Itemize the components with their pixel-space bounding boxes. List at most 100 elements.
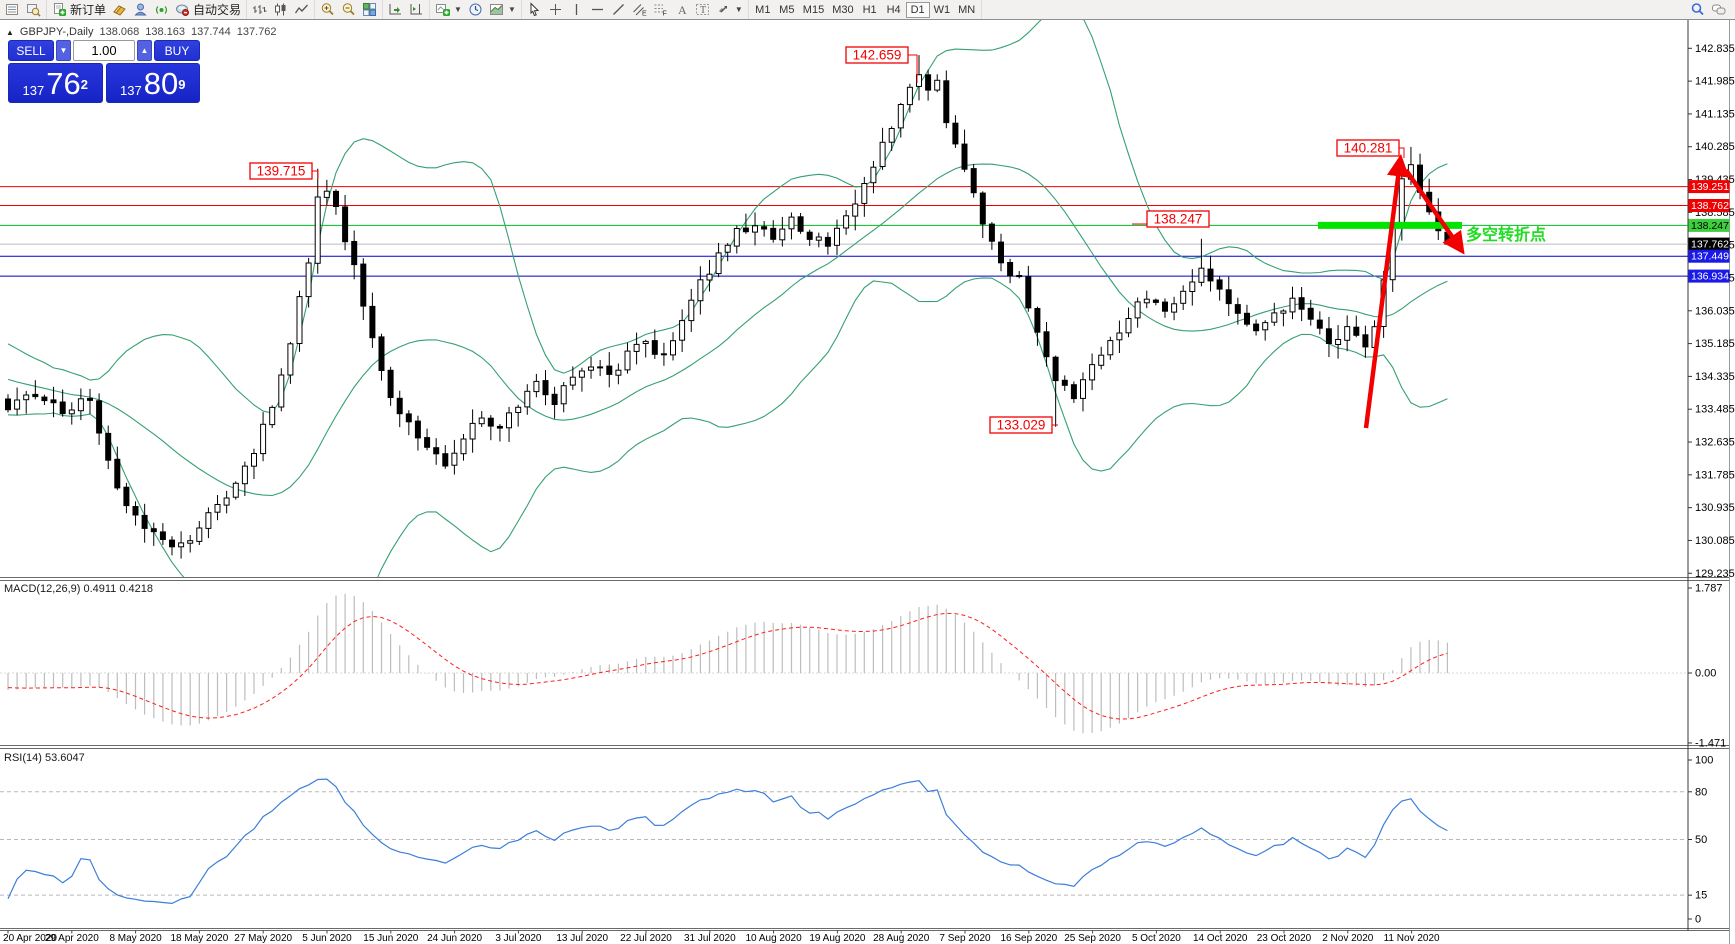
sell-button[interactable]: SELL (8, 40, 54, 61)
svg-text:25 Sep 2020: 25 Sep 2020 (1064, 933, 1121, 944)
community-icon (133, 2, 148, 17)
rsi-axis: 100 80 50 15 0 (0, 755, 1713, 926)
red-trend-arrow-1 (1363, 153, 1410, 429)
volume-input[interactable] (73, 40, 135, 61)
history-center-button[interactable] (109, 1, 130, 18)
equidistant-channel-button[interactable]: E (629, 1, 650, 18)
svg-text:142.659: 142.659 (853, 48, 902, 63)
svg-text:100: 100 (1695, 755, 1713, 767)
timeframe-h4-button[interactable]: H4 (882, 2, 906, 18)
sell-price-tile[interactable]: 137 76 2 (8, 63, 103, 103)
chat-button[interactable] (1708, 1, 1729, 18)
price-label-box (249, 162, 313, 180)
zoom-out-icon (341, 2, 356, 17)
toolbar-group-right (1685, 0, 1735, 19)
cursor-icon (527, 2, 542, 17)
toolbar-group-panels (0, 0, 47, 19)
community-button[interactable] (130, 1, 151, 18)
crosshair-button[interactable] (545, 1, 566, 18)
quote-low: 137.744 (191, 26, 231, 38)
svg-text:11 Nov 2020: 11 Nov 2020 (1384, 933, 1440, 944)
buy-button[interactable]: BUY (154, 40, 200, 61)
chart-preview-icon (26, 2, 41, 17)
svg-text:135.185: 135.185 (1695, 338, 1735, 350)
horizontal-line-button[interactable] (587, 1, 608, 18)
text-button[interactable]: A (671, 1, 692, 18)
chart-shift-icon (409, 2, 424, 17)
svg-text:136.035: 136.035 (1695, 305, 1735, 317)
chat-icon (1711, 2, 1726, 17)
volume-decrease-button[interactable]: ▼ (56, 40, 71, 61)
svg-text:16 Sep 2020: 16 Sep 2020 (1000, 933, 1057, 944)
price-label-box (845, 46, 909, 64)
svg-text:28 Aug 2020: 28 Aug 2020 (873, 933, 930, 944)
quote-close: 137.762 (236, 26, 277, 38)
autotrading-icon (175, 2, 190, 17)
timeframe-m1-button[interactable]: M1 (751, 2, 775, 18)
timeframe-d1-button[interactable]: D1 (905, 1, 930, 18)
market-watch-button[interactable] (2, 1, 23, 18)
macd-indicator (0, 593, 1688, 734)
timeframe-h1-button[interactable]: H1 (858, 2, 882, 18)
svg-text:130.935: 130.935 (1695, 502, 1735, 514)
svg-text:F: F (662, 11, 666, 18)
chart-canvas[interactable]: 142.835 141.985 141.135 140.285 139.435 138.5… (0, 20, 1735, 944)
svg-text:10 Aug 2020: 10 Aug 2020 (746, 933, 803, 944)
cursor-button[interactable] (524, 1, 545, 18)
svg-text:5 Oct 2020: 5 Oct 2020 (1132, 933, 1181, 944)
signals-button[interactable] (151, 1, 172, 18)
svg-text:8 May 2020: 8 May 2020 (109, 933, 162, 944)
arrow-objects-icon (716, 2, 731, 17)
zoom-out-button[interactable] (338, 1, 359, 18)
svg-text:130.085: 130.085 (1695, 535, 1735, 547)
toolbar-group-chart-types (247, 0, 316, 19)
timeframe-m30-button[interactable]: M30 (828, 2, 857, 18)
vertical-line-button[interactable] (566, 1, 587, 18)
auto-scroll-button[interactable] (385, 1, 406, 18)
timeframe-mn-button[interactable]: MN (954, 2, 979, 18)
chart-template-button[interactable]: ▼ (486, 1, 519, 18)
svg-text:7 Sep 2020: 7 Sep 2020 (939, 933, 991, 944)
zoom-in-button[interactable] (317, 1, 338, 18)
candle-chart-icon (273, 2, 288, 17)
fibonacci-icon: F (653, 2, 668, 17)
chevron-down-icon: ▼ (454, 5, 462, 14)
svg-text:14 Oct 2020: 14 Oct 2020 (1193, 933, 1248, 944)
horizontal-line-icon (590, 2, 605, 17)
chevron-down-icon: ▼ (734, 5, 743, 14)
bar-chart-button[interactable] (249, 1, 270, 18)
period-clock-button[interactable] (465, 1, 486, 18)
buy-price-prefix: 137 (120, 83, 142, 98)
svg-text:0: 0 (1695, 914, 1701, 926)
tile-windows-button[interactable] (359, 1, 380, 18)
arrow-objects-button[interactable]: ▼ (713, 1, 746, 18)
search-button[interactable] (1687, 1, 1708, 18)
svg-text:T: T (700, 5, 706, 16)
fibonacci-button[interactable]: F (650, 1, 671, 18)
text-label-button[interactable]: T (692, 1, 713, 18)
main-toolbar: 新订单 自动交易 ▼ ▼ E F A T ▼ M1 M5 M15 M30 H1 H4 D1 W1 MN (0, 0, 1735, 20)
chart-shift-button[interactable] (406, 1, 427, 18)
svg-text:141.135: 141.135 (1695, 108, 1735, 120)
svg-text:140.285: 140.285 (1695, 141, 1735, 153)
trend-line-button[interactable] (608, 1, 629, 18)
quote-high: 138.163 (145, 26, 186, 38)
buy-price-tile[interactable]: 137 80 9 (105, 63, 200, 103)
svg-text:A: A (678, 3, 687, 17)
chart-preview-button[interactable] (23, 1, 44, 18)
expand-icon[interactable]: ▲ (6, 27, 14, 37)
timeframe-m5-button[interactable]: M5 (775, 2, 799, 18)
timeframe-w1-button[interactable]: W1 (930, 2, 955, 18)
svg-text:13 Jul 2020: 13 Jul 2020 (556, 933, 608, 944)
price-chart-svg[interactable]: 142.835141.985141.135140.285139.435138.5… (0, 20, 1735, 944)
svg-text:29 Apr 2020: 29 Apr 2020 (45, 933, 99, 944)
timeframe-m15-button[interactable]: M15 (799, 2, 828, 18)
new-order-button[interactable]: 新订单 (49, 1, 109, 18)
candle-chart-button[interactable] (270, 1, 291, 18)
new-chart-button[interactable]: ▼ (432, 1, 465, 18)
autotrading-button[interactable]: 自动交易 (172, 1, 244, 18)
line-chart-button[interactable] (291, 1, 312, 18)
volume-increase-button[interactable]: ▲ (137, 40, 152, 61)
annotations-layer[interactable]: 139.715 142.659 140.281 138.247 133.029 多空转折点 (249, 46, 1546, 434)
